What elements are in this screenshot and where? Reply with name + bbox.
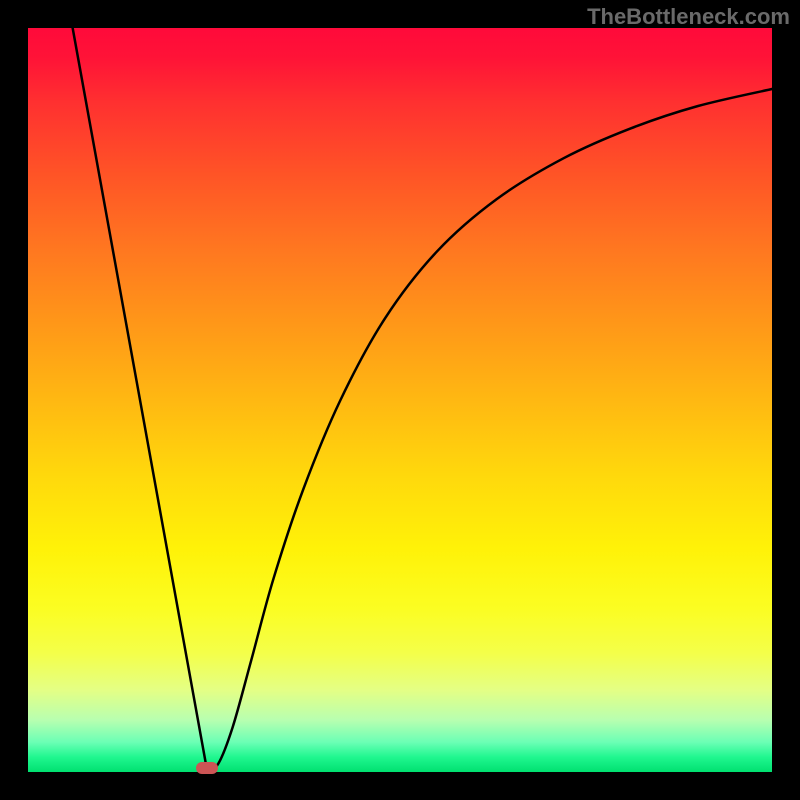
minimum-marker [196, 762, 218, 774]
curve-path [73, 28, 772, 768]
watermark-text: TheBottleneck.com [587, 4, 790, 30]
chart-container: TheBottleneck.com [0, 0, 800, 800]
curve-svg [0, 0, 800, 800]
